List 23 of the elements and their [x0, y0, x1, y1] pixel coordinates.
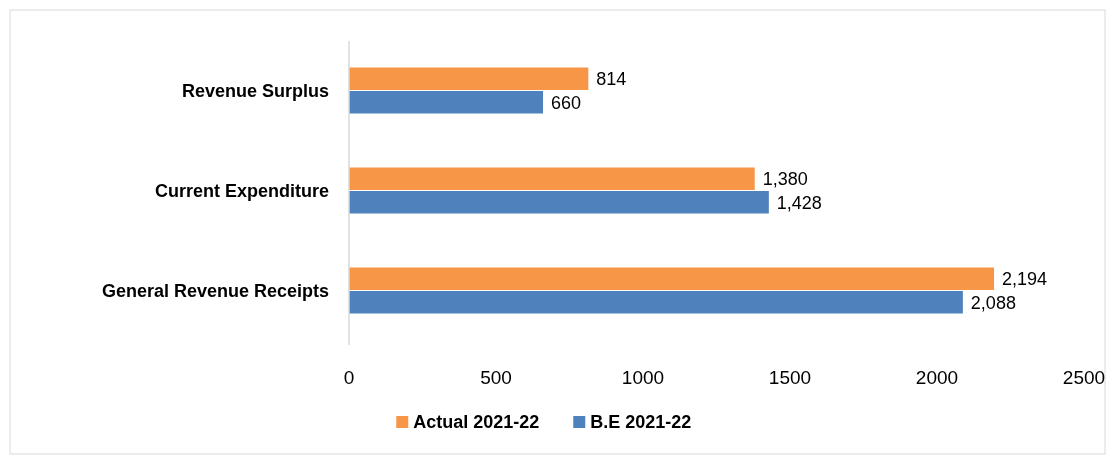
y-tick-label: General Revenue Receipts [101, 281, 329, 301]
data-label: 1,428 [776, 192, 822, 213]
data-label: 2,194 [1002, 269, 1048, 290]
data-label: 1,380 [762, 169, 808, 190]
legend-label: B.E 2021-22 [590, 412, 692, 432]
bar [349, 267, 995, 290]
data-label: 814 [596, 69, 627, 90]
y-tick-label: Current Expenditure [154, 181, 329, 201]
x-tick-label: 1500 [768, 367, 812, 388]
x-tick-label: 2000 [915, 367, 959, 388]
bar [349, 191, 769, 214]
y-tick-label: Revenue Surplus [181, 81, 329, 101]
legend-label: Actual 2021-22 [413, 412, 540, 432]
x-tick-label: 500 [480, 367, 512, 388]
bar [349, 67, 589, 90]
bar [349, 167, 755, 190]
bar [349, 91, 544, 114]
data-label: 2,088 [970, 292, 1016, 313]
data-label: 660 [551, 92, 582, 113]
x-tick-label: 1000 [621, 367, 665, 388]
x-tick-label: 0 [343, 367, 355, 388]
x-tick-label: 2500 [1062, 367, 1106, 388]
bar [349, 291, 963, 314]
